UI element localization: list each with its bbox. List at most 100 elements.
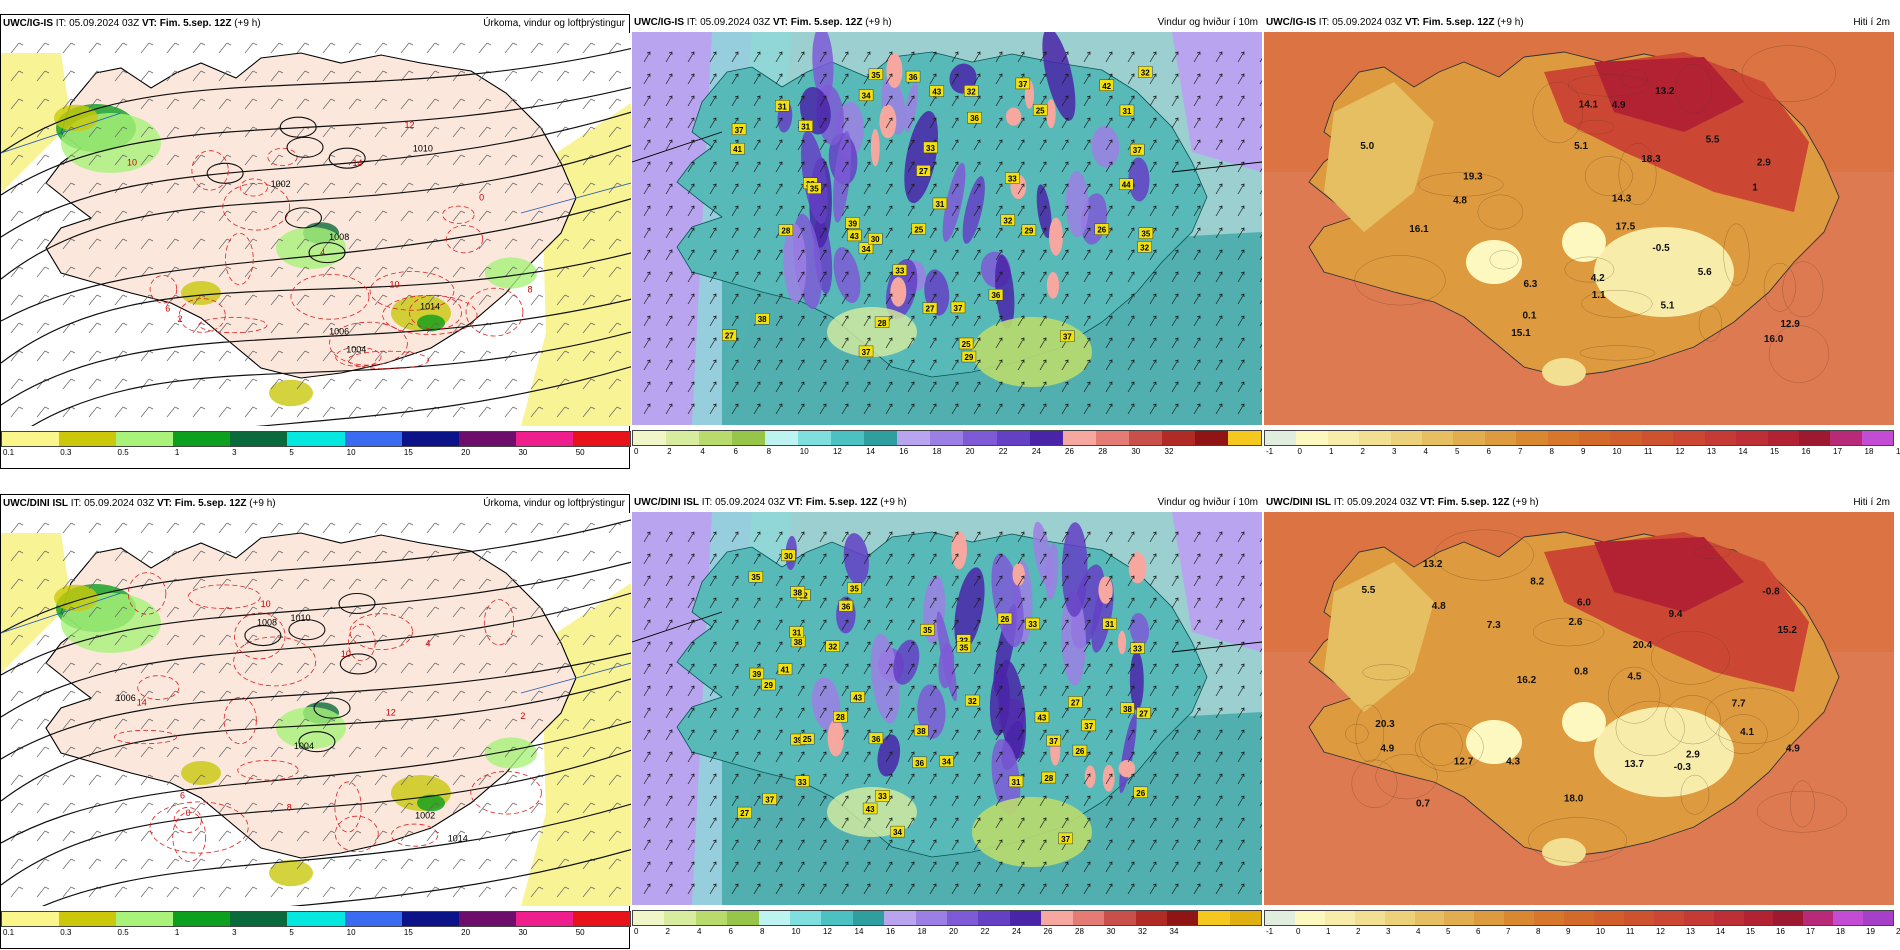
wind-arrow [1061, 205, 1069, 217]
isotherm [223, 696, 257, 745]
wind-arrow [885, 95, 893, 107]
wind-arrow [1149, 839, 1157, 851]
map-value-label: 6 [180, 790, 185, 800]
wind-barb [36, 634, 50, 646]
wind-barb [504, 350, 518, 362]
map-value-label: 38 [914, 724, 929, 737]
wind-arrow [1061, 553, 1069, 565]
wind-arrow [1039, 839, 1047, 851]
wind-barb [608, 858, 622, 870]
wind-arrow [973, 271, 981, 283]
wind-barb [608, 350, 622, 362]
wind-barb [322, 182, 336, 194]
wind-barb [582, 210, 596, 222]
wind-barb [244, 266, 258, 278]
wind-streak [1091, 125, 1120, 168]
wind-arrow [995, 315, 1003, 327]
wind-arrow [1083, 139, 1091, 151]
colorbar-tick-label: 2 [1360, 447, 1365, 456]
svg-text:5.5: 5.5 [1361, 585, 1375, 596]
wind-arrow [1171, 707, 1179, 719]
wind-arrow [1237, 95, 1245, 107]
colorbar-tick-label: 17 [1833, 447, 1842, 456]
wind-arrow [1105, 95, 1113, 107]
forecast-panel-wind_gfs: UWC/IG-IS IT: 05.09.2024 03Z VT: Fim. 5.… [632, 14, 1262, 469]
wind-arrow [1083, 641, 1091, 653]
wind-arrow [1017, 619, 1025, 631]
svg-text:33: 33 [926, 144, 935, 153]
wind-arrow [1259, 537, 1262, 543]
wind-arrow [885, 553, 893, 565]
svg-text:28: 28 [878, 319, 887, 328]
colorbar-tick-label: 20 [965, 447, 975, 456]
wind-barb [88, 322, 102, 334]
colorbar-swatch [173, 432, 231, 446]
boundary-line [632, 611, 723, 643]
wind-arrow [709, 663, 717, 675]
wind-arrow [951, 817, 959, 829]
wind-arrow [1149, 773, 1157, 785]
map-value-label: 37 [1060, 330, 1075, 342]
wind-barb [400, 606, 414, 618]
wind-barb [166, 406, 180, 418]
wind-arrow [1237, 139, 1245, 151]
precip-blob [417, 794, 445, 812]
wind-arrow [1215, 337, 1223, 349]
panel-header: UWC/IG-IS IT: 05.09.2024 03Z VT: Fim. 5.… [1264, 14, 1894, 32]
svg-text:1006: 1006 [329, 327, 349, 337]
wind-streak [938, 643, 955, 689]
svg-text:26: 26 [1075, 747, 1084, 756]
wind-barb [556, 746, 570, 758]
wind-arrow [1259, 145, 1262, 151]
map-svg: 4.113.720.316.27.34.82.920.48.24.315.24.… [1264, 512, 1894, 905]
wind-streak [1036, 184, 1052, 239]
wind-arrow [929, 161, 937, 173]
wind-arrow [1215, 139, 1223, 151]
map-value-label: 25 [911, 223, 927, 235]
isotherm [1434, 529, 1534, 581]
colorbar-tick-label: 0.3 [60, 928, 72, 937]
wind-arrow [1171, 293, 1179, 305]
wind-arrow [797, 205, 805, 217]
wind-arrow [819, 861, 827, 873]
wind-barb [218, 662, 232, 674]
wind-barb [270, 550, 284, 562]
svg-text:0: 0 [479, 193, 484, 203]
wind-barb [530, 634, 544, 646]
wind-barb [192, 802, 206, 814]
wind-arrow [907, 641, 915, 653]
map-value-label: 4 [425, 639, 430, 649]
wind-arrow [643, 403, 651, 415]
wind-arrow [929, 337, 937, 349]
svg-text:0: 0 [186, 808, 191, 818]
wind-barb [114, 322, 128, 334]
map-value-label: 12.7 [1454, 757, 1474, 768]
wind-arrow [1039, 729, 1047, 741]
map-area: 4.1 13.7 20.3 16.2 7.3 4.8 2.9 20.4 8.2 4.3 15.2 4.… [1264, 512, 1894, 905]
wind-barb [374, 662, 388, 674]
wind-arrow [753, 597, 761, 609]
svg-text:16.2: 16.2 [1517, 675, 1537, 686]
wind-barb [322, 550, 336, 562]
wind-arrow [951, 795, 959, 807]
map-value-label: 30 [781, 549, 796, 562]
svg-text:29: 29 [1024, 227, 1033, 236]
wind-barb [348, 294, 362, 306]
gust-core [886, 53, 903, 88]
colorbar-tick-label: -1 [1266, 447, 1274, 456]
wind-arrow [1193, 249, 1201, 261]
colorbar-tick-label: 9 [1566, 927, 1571, 936]
svg-text:1008: 1008 [257, 617, 277, 627]
wind-arrow [1127, 315, 1135, 327]
wind-barb [270, 294, 284, 306]
map-value-label: 37 [1015, 77, 1031, 90]
wind-barb [426, 774, 440, 786]
wind-barb [504, 522, 518, 534]
isobar [1, 720, 631, 844]
isotherm [1532, 81, 1584, 144]
wind-barb [608, 774, 622, 786]
wind-arrow [951, 117, 959, 129]
wind-streak [877, 734, 901, 777]
svg-text:32: 32 [828, 643, 837, 652]
wind-barb [192, 322, 206, 334]
